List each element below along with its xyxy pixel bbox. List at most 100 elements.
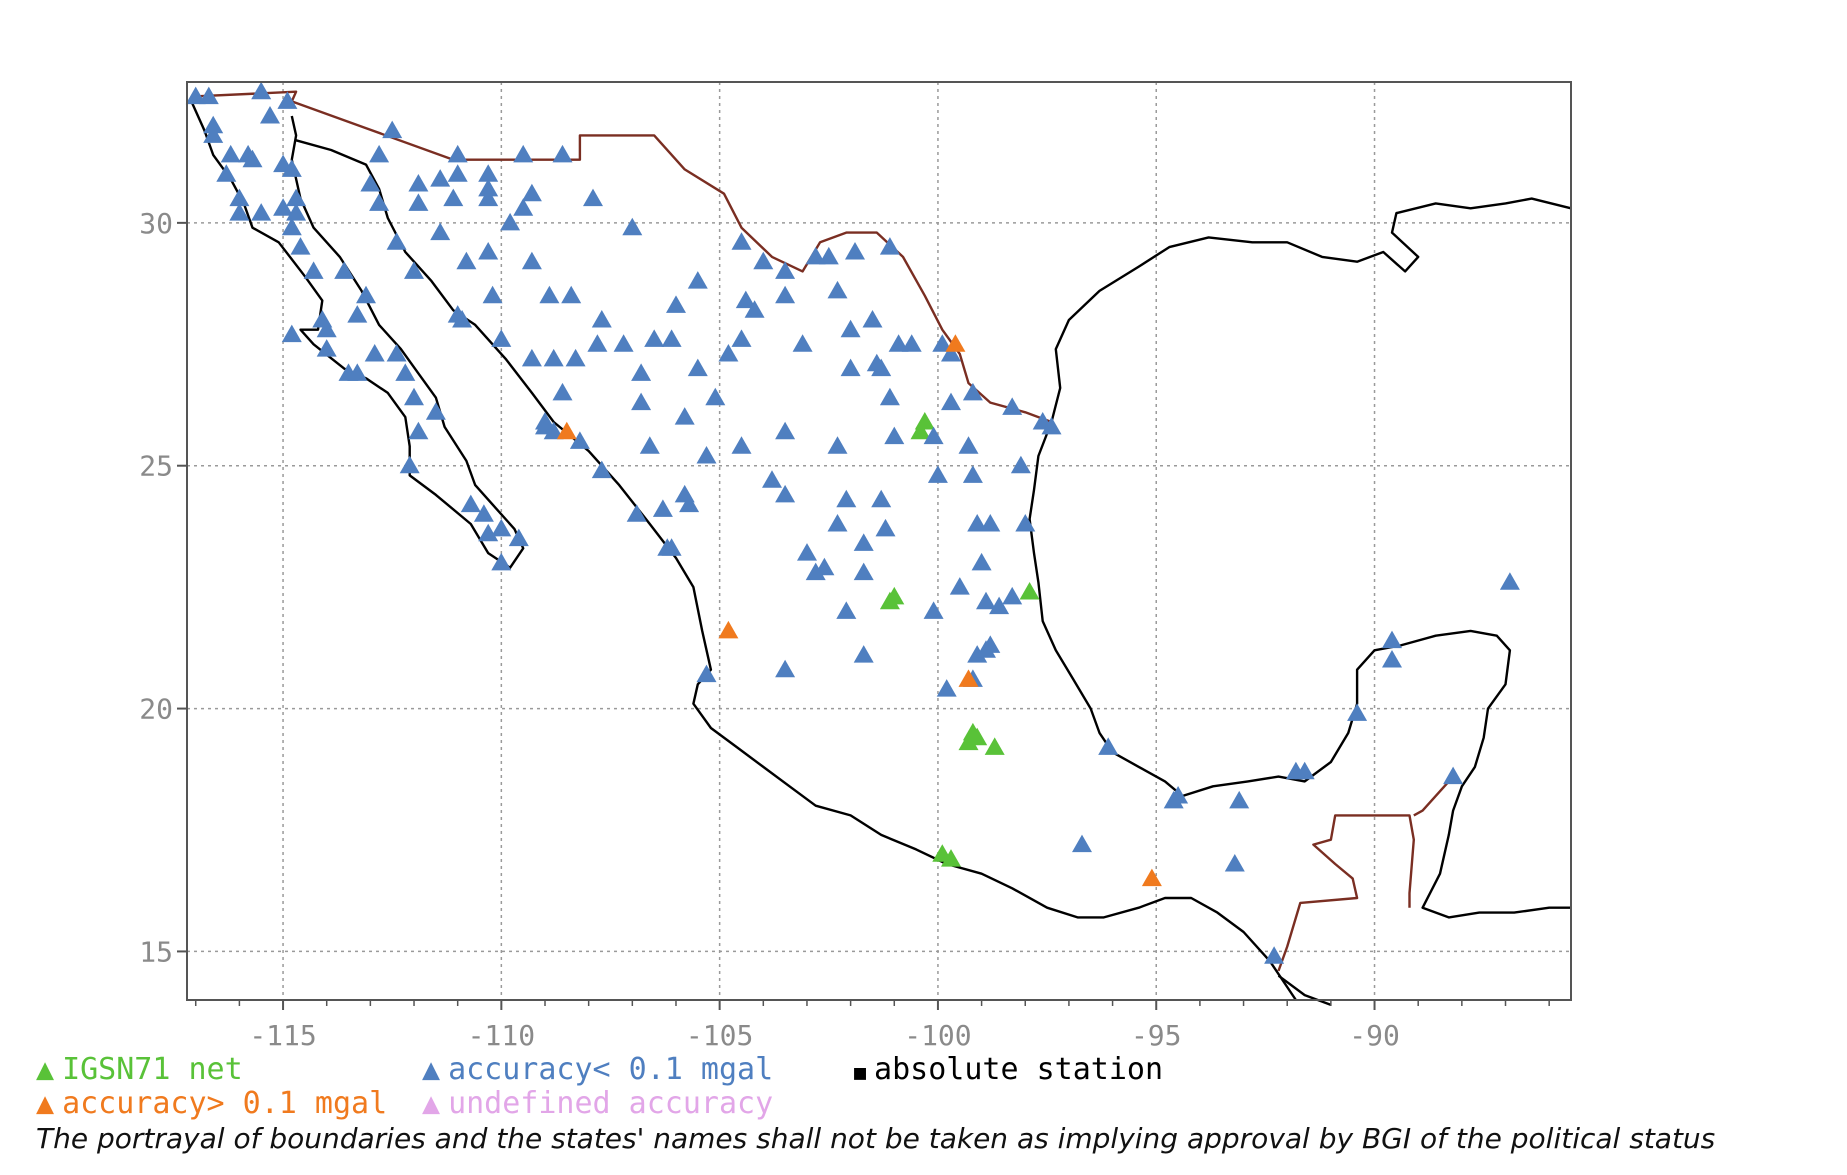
station-marker — [1382, 630, 1402, 649]
coastline — [1277, 974, 1332, 1007]
triangle-icon: ▲ — [36, 1086, 55, 1121]
station-marker — [936, 679, 957, 697]
station-marker — [203, 115, 224, 134]
station-marker — [1229, 790, 1250, 809]
station-marker — [971, 552, 992, 571]
station-marker — [862, 310, 883, 328]
legend-label-undefined: undefined accuracy — [448, 1086, 774, 1121]
station-marker — [958, 732, 979, 751]
triangle-icon: ▲ — [422, 1086, 441, 1121]
station-marker — [369, 193, 390, 211]
legend-label-accuracy-lt: accuracy< 0.1 mgal — [448, 1052, 774, 1087]
legend-label-accuracy-gt: accuracy> 0.1 mgal — [62, 1086, 388, 1121]
x-tick-label: -110 — [468, 1019, 535, 1052]
coastline — [1050, 197, 1572, 423]
station-marker — [556, 421, 577, 440]
station-marker — [827, 280, 848, 299]
coastline — [295, 139, 1297, 1001]
station-marker — [408, 193, 429, 211]
station-marker — [731, 329, 752, 347]
station-marker — [565, 348, 586, 367]
station-marker — [185, 86, 206, 105]
station-marker — [552, 144, 573, 163]
station-marker — [281, 159, 302, 177]
station-marker — [447, 164, 468, 182]
station-marker — [941, 849, 961, 867]
station-marker — [1002, 397, 1023, 415]
station-marker — [639, 436, 660, 454]
station-marker — [1294, 761, 1315, 780]
station-marker — [277, 91, 298, 109]
station-marker — [613, 334, 634, 352]
x-tick-label: -90 — [1349, 1019, 1400, 1052]
station-marker — [718, 344, 739, 362]
y-tick-label: 20 — [139, 693, 173, 726]
station-marker — [447, 144, 468, 163]
station-marker — [696, 664, 717, 683]
border-line — [1277, 814, 1415, 972]
station-marker — [989, 596, 1010, 615]
station-marker — [976, 591, 996, 610]
x-tick-label: -95 — [1131, 1019, 1182, 1052]
station-marker — [1002, 586, 1023, 605]
station-marker — [583, 188, 603, 207]
y-tick-label: 25 — [139, 450, 173, 483]
station-marker — [430, 169, 451, 187]
station-marker — [879, 387, 900, 406]
coastline — [190, 100, 525, 569]
station-marker — [932, 334, 953, 352]
station-marker — [1141, 868, 1162, 887]
square-icon: ■ — [854, 1060, 867, 1084]
station-marker — [443, 188, 464, 207]
disclaimer-text: The portrayal of boundaries and the stat… — [36, 1122, 1716, 1155]
station-marker — [753, 251, 774, 270]
station-marker — [797, 543, 817, 561]
station-markers — [185, 81, 1520, 964]
station-marker — [347, 363, 368, 381]
station-marker — [792, 334, 813, 352]
station-marker — [513, 144, 534, 163]
station-marker — [626, 504, 647, 522]
station-marker — [1347, 703, 1368, 721]
station-marker — [591, 310, 612, 328]
station-marker — [552, 382, 573, 401]
station-marker — [958, 436, 979, 454]
border-line — [191, 90, 1052, 424]
station-marker — [425, 402, 446, 420]
station-marker — [1499, 572, 1520, 590]
station-marker — [198, 86, 219, 105]
station-marker — [731, 232, 752, 250]
station-marker — [508, 528, 529, 547]
station-marker — [818, 246, 839, 265]
station-marker — [827, 436, 848, 454]
station-marker — [775, 421, 796, 440]
station-marker — [622, 217, 643, 236]
station-marker — [923, 601, 944, 619]
station-marker — [334, 261, 355, 279]
station-marker — [958, 669, 979, 687]
station-marker — [220, 144, 241, 163]
station-marker — [687, 271, 708, 289]
station-marker — [923, 426, 944, 445]
station-marker — [399, 455, 420, 474]
station-marker — [360, 174, 381, 192]
legend-label-absolute: absolute station — [874, 1052, 1164, 1087]
border-line — [1413, 780, 1450, 817]
station-marker — [1382, 650, 1402, 668]
station-marker — [775, 484, 796, 503]
station-marker — [561, 285, 582, 304]
station-marker — [491, 329, 512, 347]
station-marker — [984, 737, 1005, 755]
station-marker — [408, 421, 429, 440]
station-marker — [910, 421, 931, 440]
station-marker — [679, 494, 700, 513]
station-marker — [888, 334, 909, 352]
station-marker — [1443, 766, 1464, 785]
triangle-icon: ▲ — [36, 1052, 55, 1087]
legend-item-absolute: ■ absolute station — [854, 1052, 1163, 1087]
legend-label-igsn71: IGSN71 net — [62, 1052, 243, 1087]
station-marker — [543, 421, 564, 440]
station-marker — [513, 198, 534, 216]
station-marker — [273, 198, 294, 216]
